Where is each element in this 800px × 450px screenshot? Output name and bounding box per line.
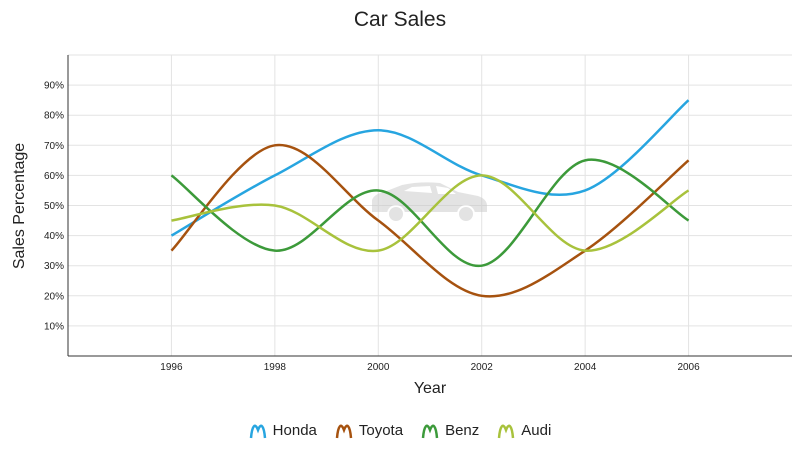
y-tick-label: 70%	[44, 141, 64, 152]
chart-title: Car Sales	[353, 8, 447, 31]
x-tick-label: 2006	[677, 362, 700, 373]
grid	[68, 54, 792, 356]
y-tick-label: 30%	[44, 261, 64, 272]
legend-label: Audi	[521, 421, 552, 439]
y-tick-label: 10%	[44, 321, 64, 332]
legend-line-icon	[249, 424, 266, 439]
series-line-benz	[170, 158, 690, 267]
legend-line-icon	[421, 424, 439, 439]
y-tick-label: 40%	[44, 231, 64, 242]
y-tick-label: 50%	[44, 201, 64, 212]
car-icon	[372, 182, 487, 223]
legend-item-benz[interactable]: Benz	[421, 420, 479, 440]
y-tick-label: 60%	[44, 171, 64, 182]
x-tick-label: 2002	[471, 362, 494, 373]
legend-label: Toyota	[358, 421, 404, 439]
legend-item-honda[interactable]: Honda	[249, 420, 317, 440]
tick-labels: 10% 20% 30% 40% 50% 60% 70% 80% 90% 1996 1998 2000 2…	[44, 81, 700, 373]
series-lines	[170, 99, 690, 298]
x-axis-label: Year	[414, 380, 447, 397]
series-line-toyota	[170, 143, 690, 298]
x-tick-label: 1998	[264, 362, 287, 373]
axes	[67, 55, 792, 357]
x-tick-label: 2004	[574, 362, 597, 373]
y-tick-label: 90%	[44, 81, 64, 92]
legend-item-toyota[interactable]: Toyota	[335, 420, 403, 440]
legend-label: Benz	[445, 421, 480, 439]
x-tick-label: 1996	[160, 362, 183, 373]
y-axis-label: Sales Percentage	[11, 143, 28, 269]
y-tick-label: 80%	[44, 111, 64, 122]
legend-label: Honda	[272, 421, 317, 439]
y-tick-label: 20%	[44, 291, 64, 302]
legend-line-icon	[498, 424, 515, 439]
series-line-honda	[170, 99, 690, 237]
legend-line-icon	[335, 424, 353, 439]
legend-item-audi[interactable]: Audi	[497, 420, 551, 440]
series-line-audi	[171, 174, 690, 253]
legend: Honda Toyota Benz Audi	[0, 420, 800, 440]
x-tick-label: 2000	[367, 362, 390, 373]
